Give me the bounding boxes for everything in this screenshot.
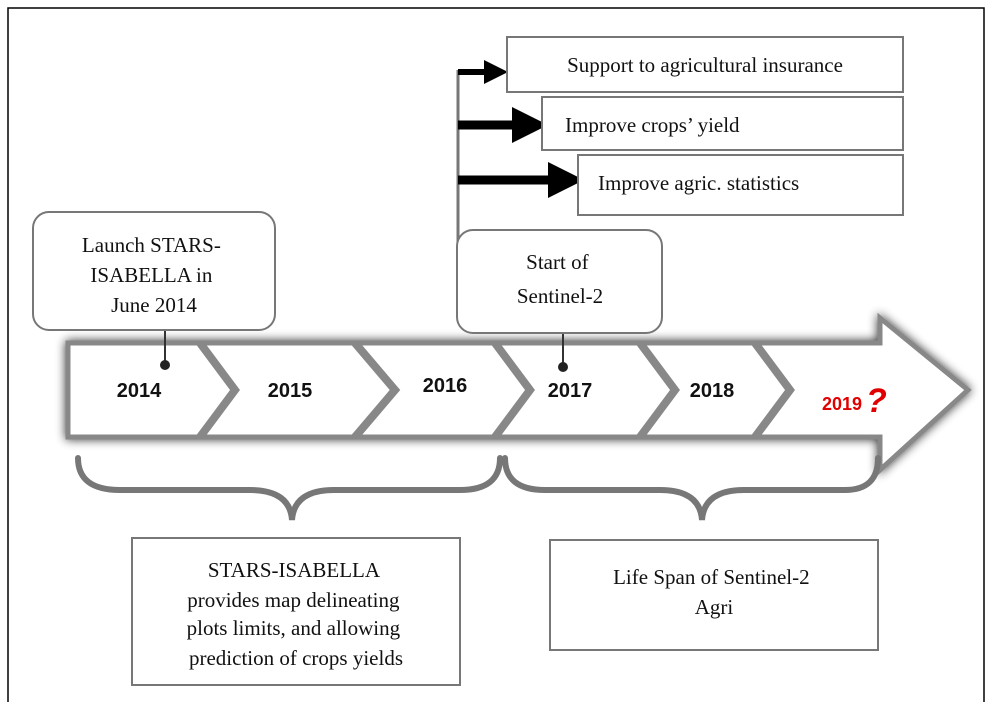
timeline-arrow <box>65 312 972 476</box>
line: Start of <box>526 250 588 274</box>
outcome-text: Improve crops’ yield <box>565 113 740 137</box>
outcome-text: Support to agricultural insurance <box>567 53 843 77</box>
period-text: Life Span of Sentinel-2 Agri <box>613 565 815 619</box>
period-box <box>131 537 461 686</box>
outcome-box <box>577 154 904 216</box>
outcome-text: Improve agric. statistics <box>598 171 799 195</box>
line: STARS-ISABELLA <box>208 558 381 582</box>
pin-dot <box>160 360 170 370</box>
line: Life Span of Sentinel-2 <box>613 565 810 589</box>
line: provides map delineating <box>187 588 400 612</box>
line: ISABELLA in <box>90 263 212 287</box>
year: 2019 <box>822 394 862 414</box>
year: 2015 <box>268 380 313 402</box>
period-text: STARS-ISABELLA provides map delineating … <box>187 558 406 670</box>
line: Launch STARS- <box>82 233 221 257</box>
outcome-box <box>506 36 904 93</box>
question-mark: ? <box>866 382 887 420</box>
brace <box>75 455 503 521</box>
year: 2018 <box>690 380 735 402</box>
brace <box>502 455 881 521</box>
period-box <box>549 539 879 651</box>
year: 2016 <box>423 375 468 397</box>
year: 2014 <box>117 380 162 402</box>
line: Sentinel-2 <box>517 284 603 308</box>
line: plots limits, and allowing <box>187 616 401 640</box>
frame <box>7 7 985 702</box>
pin-dot <box>558 362 568 372</box>
callout-text: Start of Sentinel-2 <box>517 250 603 308</box>
line: June 2014 <box>111 293 197 317</box>
outcome-box <box>541 96 904 151</box>
callout-box <box>456 229 663 334</box>
line: prediction of crops yields <box>189 646 403 670</box>
line: Agri <box>695 595 734 619</box>
year: 2017 <box>548 380 593 402</box>
callout-text: Launch STARS- ISABELLA in June 2014 <box>82 233 226 317</box>
callout-box <box>32 211 276 331</box>
